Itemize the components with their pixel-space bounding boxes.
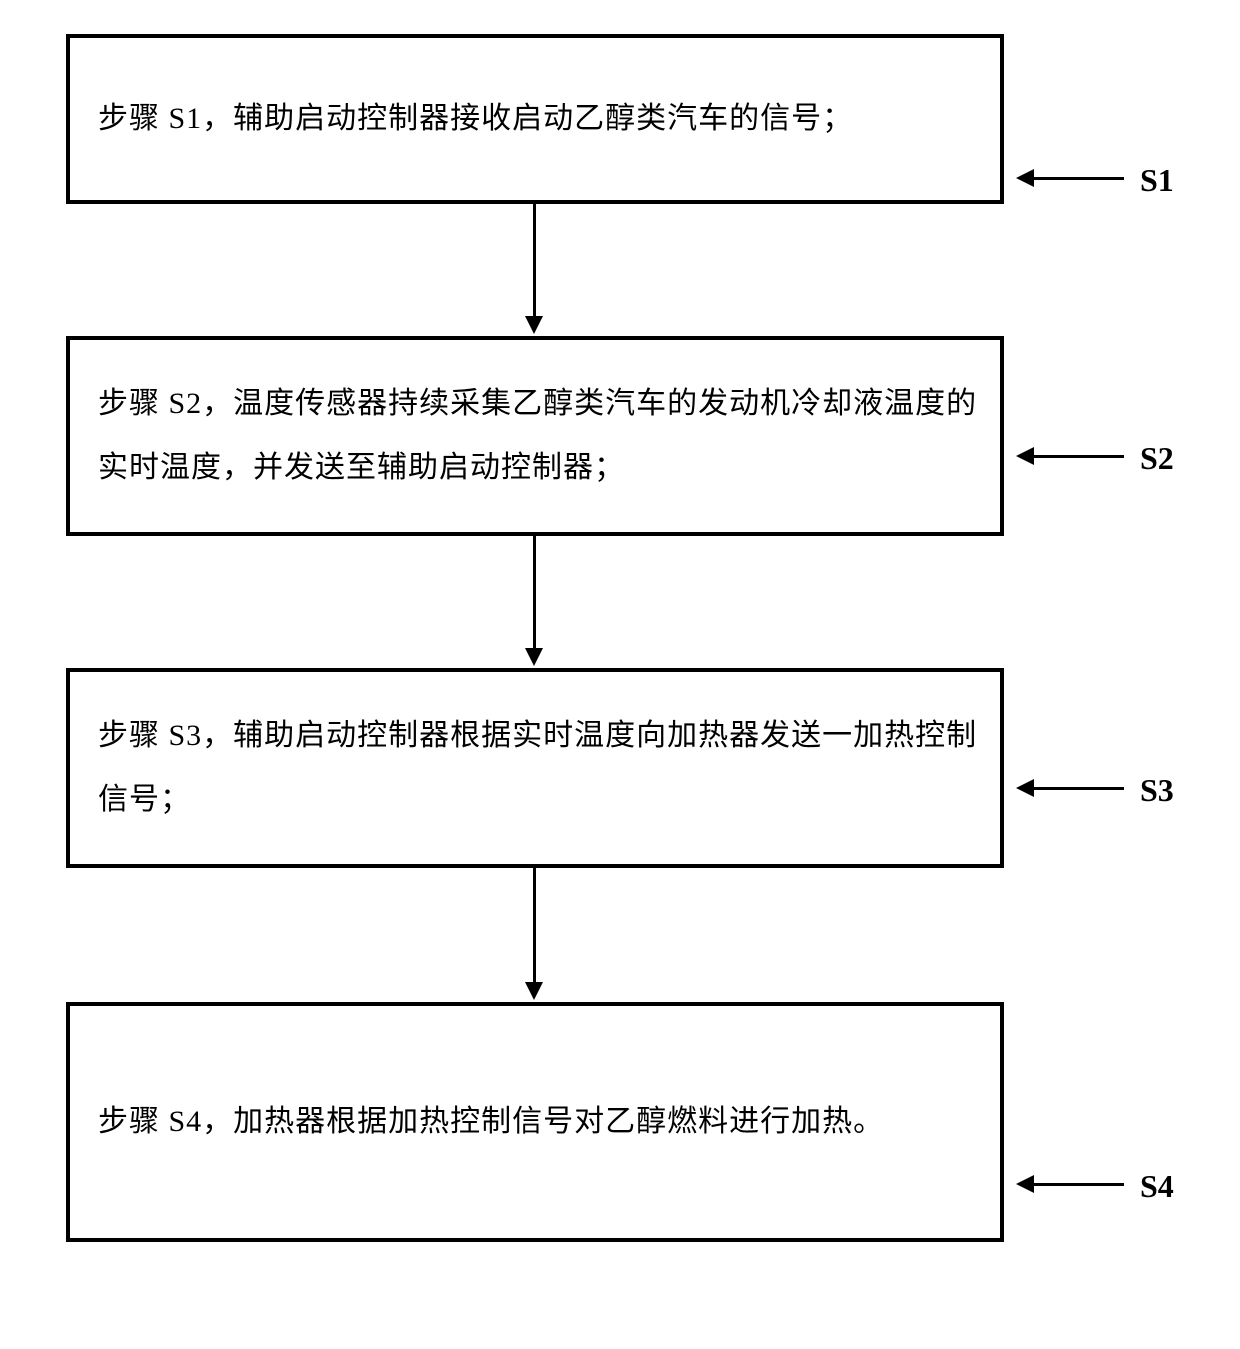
- arrow-shaft: [533, 536, 536, 650]
- step-label-s1: S1: [1140, 162, 1174, 199]
- arrow-head-icon: [1016, 169, 1034, 187]
- arrow-head-icon: [525, 316, 543, 334]
- step-text-s1: 步骤 S1，辅助启动控制器接收启动乙醇类汽车的信号；: [98, 87, 853, 151]
- arrow-head-icon: [525, 982, 543, 1000]
- arrow-shaft: [1030, 1183, 1124, 1186]
- arrow-head-icon: [1016, 1175, 1034, 1193]
- step-text-s2: 步骤 S2，温度传感器持续采集乙醇类汽车的发动机冷却液温度的实时温度，并发送至辅…: [98, 372, 980, 500]
- arrow-shaft: [1030, 787, 1124, 790]
- step-text-s4: 步骤 S4，加热器根据加热控制信号对乙醇燃料进行加热。: [98, 1090, 884, 1154]
- step-label-s2: S2: [1140, 440, 1174, 477]
- step-box-s1: 步骤 S1，辅助启动控制器接收启动乙醇类汽车的信号；: [66, 34, 1004, 204]
- step-label-s3: S3: [1140, 772, 1174, 809]
- arrow-shaft: [1030, 177, 1124, 180]
- arrow-shaft: [533, 868, 536, 984]
- step-box-s2: 步骤 S2，温度传感器持续采集乙醇类汽车的发动机冷却液温度的实时温度，并发送至辅…: [66, 336, 1004, 536]
- arrow-head-icon: [1016, 779, 1034, 797]
- arrow-shaft: [1030, 455, 1124, 458]
- arrow-shaft: [533, 204, 536, 318]
- arrow-head-icon: [525, 648, 543, 666]
- step-box-s4: 步骤 S4，加热器根据加热控制信号对乙醇燃料进行加热。: [66, 1002, 1004, 1242]
- arrow-head-icon: [1016, 447, 1034, 465]
- step-label-s4: S4: [1140, 1168, 1174, 1205]
- step-text-s3: 步骤 S3，辅助启动控制器根据实时温度向加热器发送一加热控制信号；: [98, 704, 980, 832]
- step-box-s3: 步骤 S3，辅助启动控制器根据实时温度向加热器发送一加热控制信号；: [66, 668, 1004, 868]
